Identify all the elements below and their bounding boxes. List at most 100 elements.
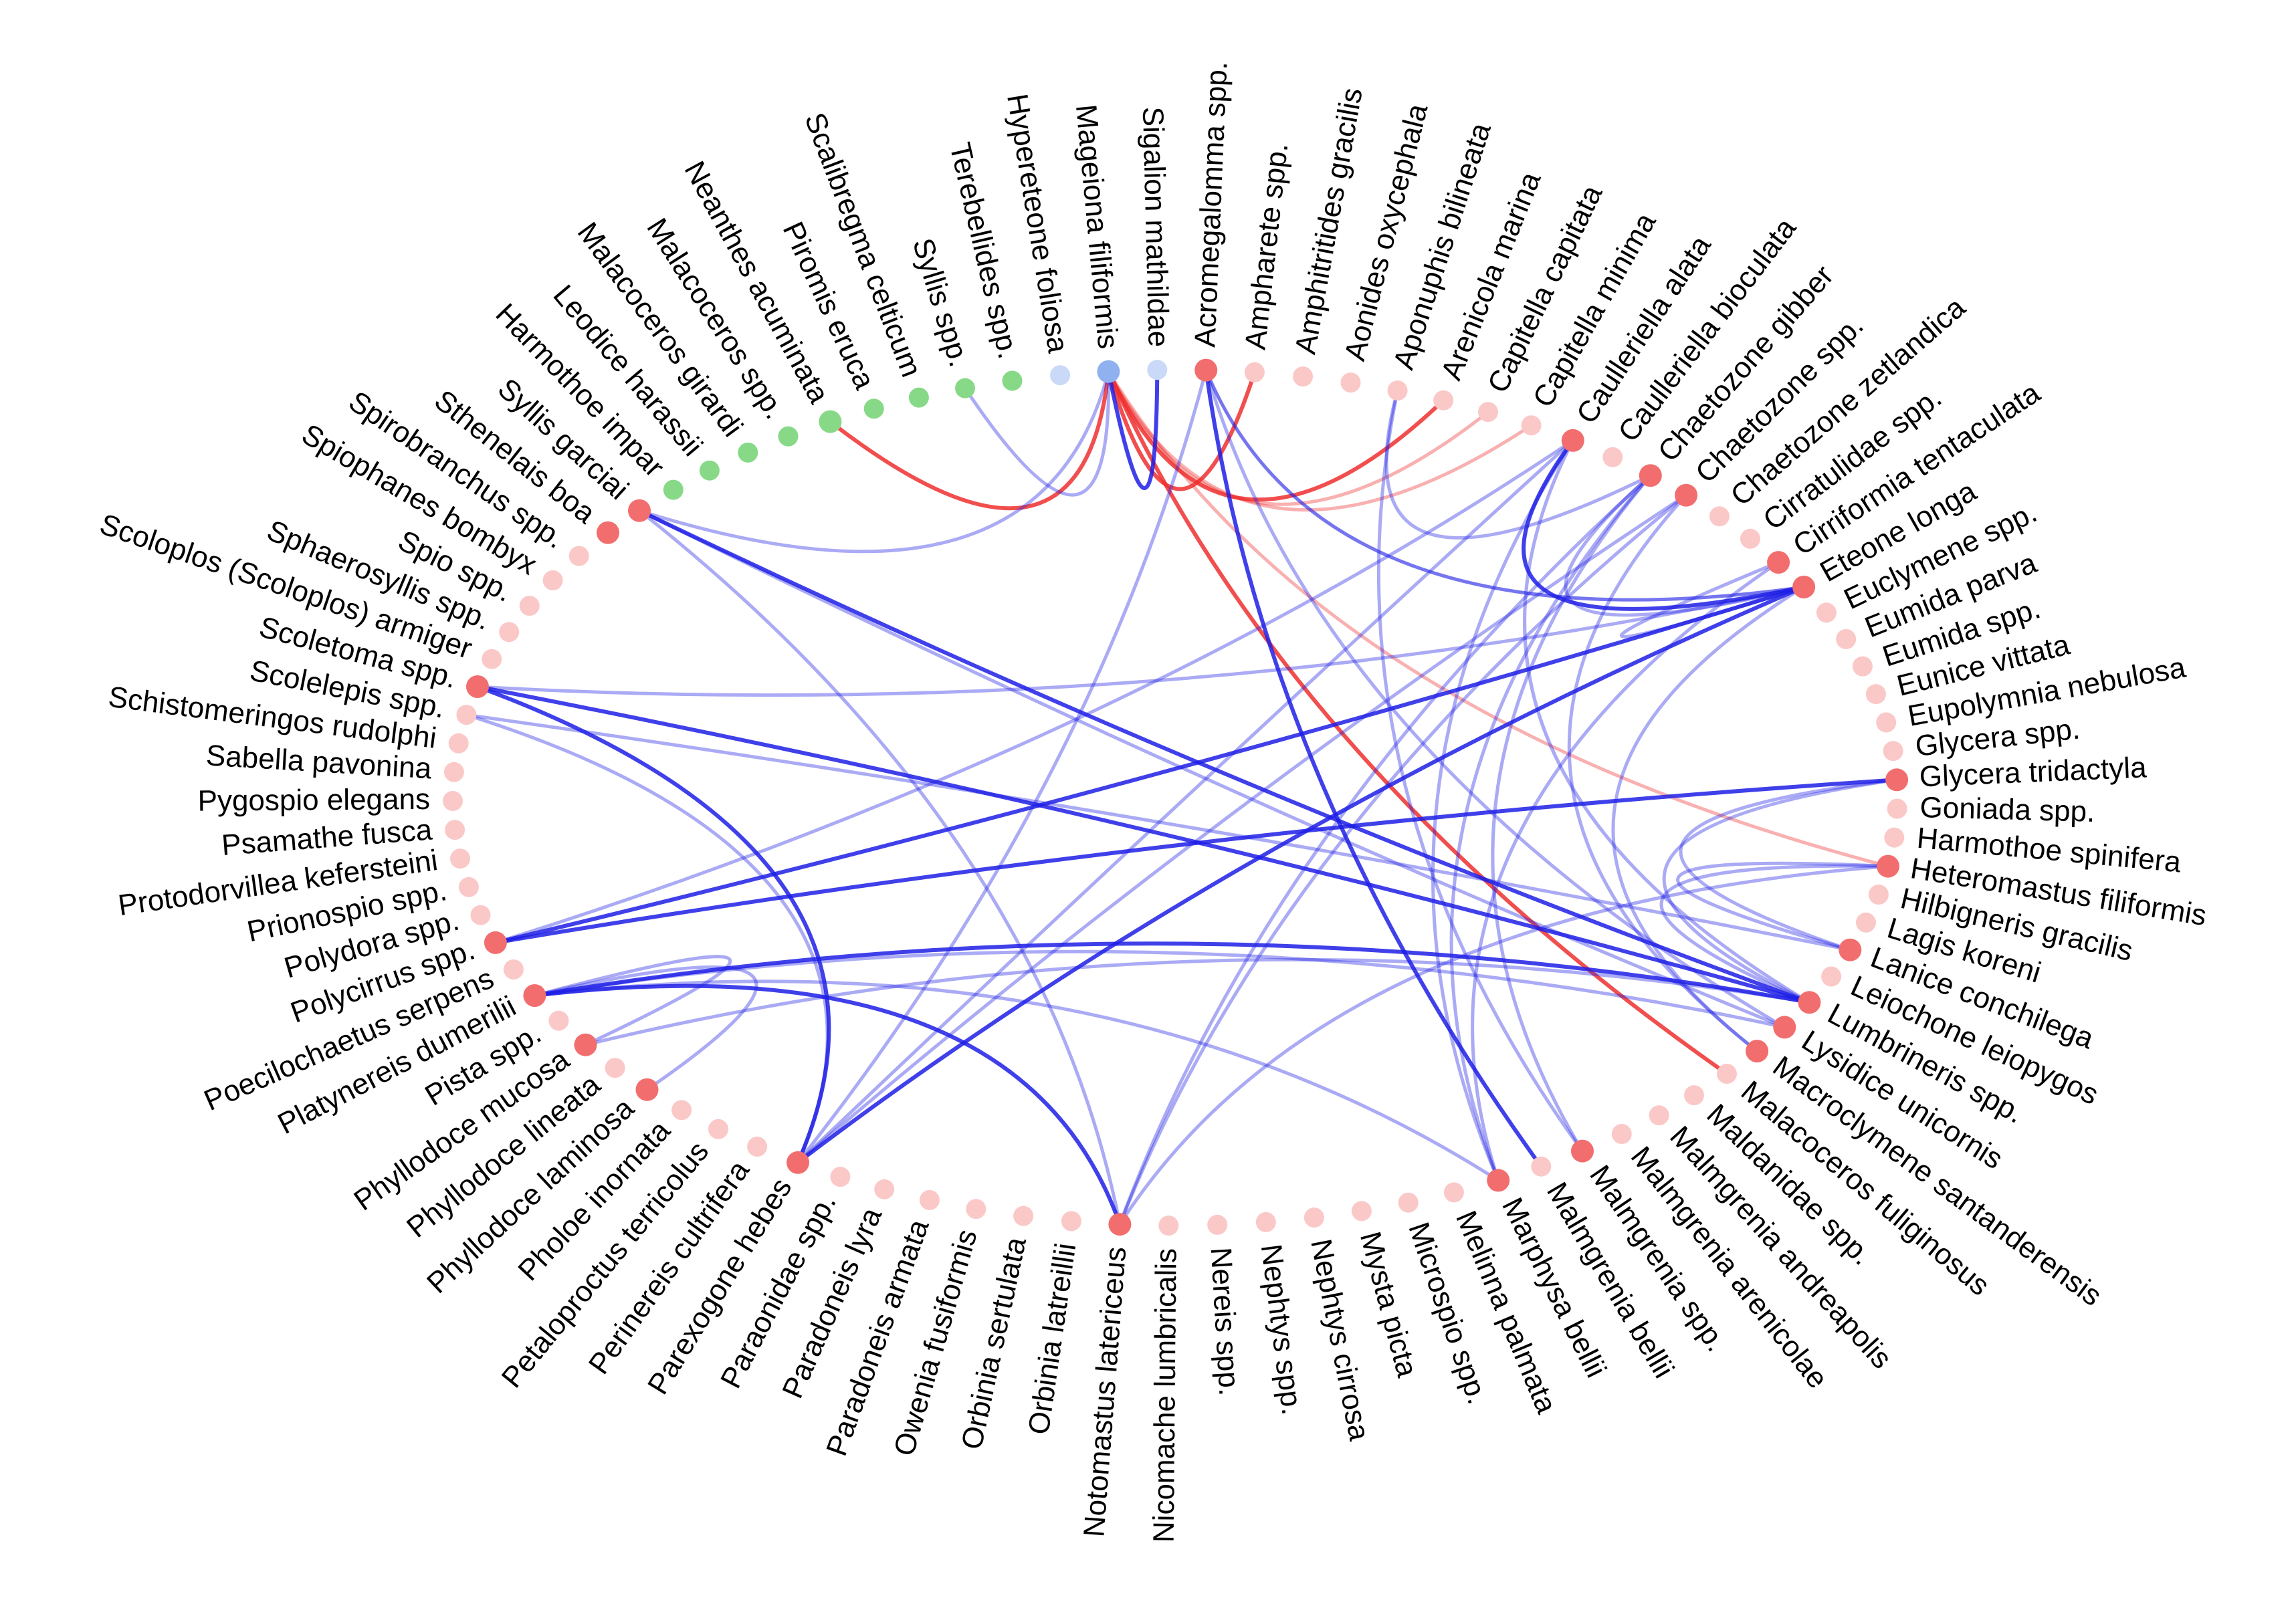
species-node[interactable]	[1649, 1105, 1669, 1126]
species-node[interactable]	[466, 675, 489, 698]
species-node[interactable]	[1611, 1124, 1632, 1144]
species-node[interactable]	[635, 1078, 659, 1101]
species-node[interactable]	[1108, 1213, 1132, 1236]
species-node[interactable]	[1746, 1040, 1769, 1063]
species-node[interactable]	[1602, 447, 1623, 467]
species-node[interactable]	[747, 1137, 768, 1157]
species-node[interactable]	[1478, 402, 1498, 423]
species-node[interactable]	[1884, 827, 1905, 848]
species-node[interactable]	[1244, 362, 1265, 382]
species-node[interactable]	[699, 460, 720, 481]
species-node[interactable]	[1773, 1016, 1796, 1039]
species-node[interactable]	[1885, 768, 1909, 792]
species-node[interactable]	[523, 984, 546, 1007]
species-node[interactable]	[1293, 366, 1314, 387]
species-node[interactable]	[1013, 1205, 1034, 1226]
species-node[interactable]	[1852, 656, 1873, 677]
species-node[interactable]	[519, 596, 540, 616]
species-node[interactable]	[1877, 854, 1899, 878]
species-node[interactable]	[1561, 429, 1584, 452]
species-node[interactable]	[1868, 885, 1889, 905]
species-node[interactable]	[663, 479, 684, 500]
species-node[interactable]	[470, 905, 491, 925]
species-node[interactable]	[628, 499, 651, 522]
species-node[interactable]	[1531, 1156, 1552, 1177]
species-node[interactable]	[1821, 966, 1842, 987]
species-node[interactable]	[1816, 602, 1837, 623]
network-edge	[796, 585, 1806, 1165]
species-node[interactable]	[1097, 360, 1120, 383]
species-node[interactable]	[605, 1058, 625, 1078]
species-node[interactable]	[819, 410, 842, 433]
network-edge	[637, 508, 1812, 1005]
species-node[interactable]	[448, 733, 469, 754]
species-node[interactable]	[1571, 1139, 1594, 1163]
species-node[interactable]	[1839, 938, 1862, 961]
species-node[interactable]	[955, 378, 975, 398]
species-node[interactable]	[1147, 360, 1168, 380]
species-node[interactable]	[1709, 506, 1730, 527]
species-node[interactable]	[1887, 798, 1907, 819]
species-node[interactable]	[1061, 1211, 1081, 1232]
species-node[interactable]	[445, 820, 465, 840]
species-node[interactable]	[1255, 1212, 1276, 1232]
species-node[interactable]	[503, 959, 524, 980]
network-edge	[1106, 369, 1446, 502]
species-node[interactable]	[574, 1033, 597, 1056]
species-node[interactable]	[1303, 1207, 1324, 1228]
species-node[interactable]	[708, 1119, 728, 1139]
species-node[interactable]	[1487, 1169, 1510, 1192]
species-node[interactable]	[443, 762, 464, 782]
species-node[interactable]	[778, 426, 799, 447]
species-node[interactable]	[1207, 1214, 1228, 1235]
species-node[interactable]	[484, 931, 507, 954]
species-node[interactable]	[1856, 912, 1876, 933]
species-node[interactable]	[450, 848, 470, 869]
species-node[interactable]	[863, 398, 884, 419]
species-node[interactable]	[908, 387, 929, 408]
network-edge	[1662, 778, 1899, 1004]
species-node[interactable]	[1158, 1216, 1179, 1236]
species-node[interactable]	[671, 1100, 692, 1121]
species-node[interactable]	[542, 570, 563, 590]
species-node[interactable]	[1433, 390, 1454, 411]
species-node[interactable]	[738, 442, 758, 463]
species-node[interactable]	[548, 1010, 569, 1031]
species-node[interactable]	[1340, 372, 1361, 393]
species-node[interactable]	[1675, 483, 1698, 507]
species-node[interactable]	[1387, 380, 1408, 401]
species-node[interactable]	[458, 877, 479, 897]
species-node[interactable]	[1639, 464, 1662, 487]
network-edge	[494, 439, 1575, 945]
species-node[interactable]	[1050, 365, 1071, 386]
species-node[interactable]	[1443, 1182, 1464, 1203]
species-node[interactable]	[966, 1199, 986, 1220]
species-node[interactable]	[1836, 628, 1857, 649]
species-node[interactable]	[1740, 528, 1760, 549]
species-node[interactable]	[919, 1189, 940, 1210]
species-node[interactable]	[830, 1167, 851, 1187]
species-node[interactable]	[1717, 1064, 1737, 1084]
species-node[interactable]	[482, 649, 502, 669]
species-node[interactable]	[1876, 712, 1897, 733]
species-node[interactable]	[568, 546, 589, 566]
species-node[interactable]	[1351, 1201, 1372, 1222]
species-node[interactable]	[456, 705, 477, 725]
network-edge	[1449, 473, 1653, 1182]
species-node[interactable]	[499, 622, 520, 643]
species-node[interactable]	[1194, 358, 1218, 382]
species-node[interactable]	[1684, 1085, 1704, 1106]
species-node[interactable]	[597, 521, 619, 544]
species-node[interactable]	[1792, 576, 1816, 598]
species-node[interactable]	[1002, 370, 1023, 391]
network-edge	[1620, 560, 1806, 639]
species-node[interactable]	[1798, 991, 1821, 1014]
species-node[interactable]	[1865, 684, 1886, 705]
species-node[interactable]	[443, 791, 463, 811]
species-node[interactable]	[1767, 551, 1790, 574]
species-node[interactable]	[787, 1151, 809, 1174]
species-node[interactable]	[1521, 415, 1542, 436]
species-node[interactable]	[1398, 1192, 1419, 1213]
species-node[interactable]	[1883, 741, 1903, 762]
species-node[interactable]	[874, 1179, 895, 1199]
